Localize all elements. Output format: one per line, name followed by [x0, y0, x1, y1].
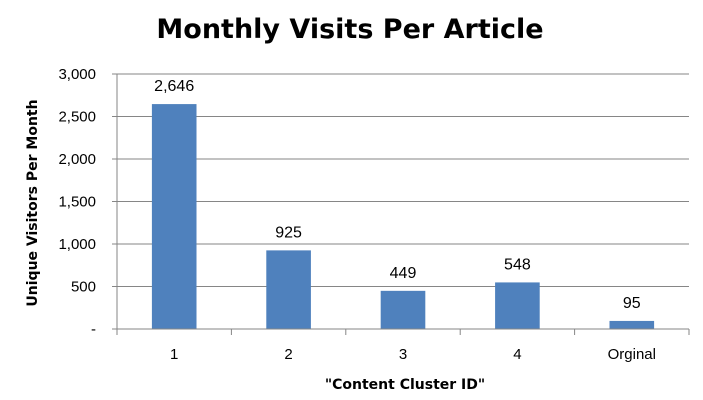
y-tick-label: 2,000: [58, 151, 96, 168]
data-label: 548: [504, 256, 531, 273]
x-tick-label: 3: [399, 346, 407, 363]
y-tick-label: 1,000: [58, 236, 96, 253]
bar: [151, 104, 197, 329]
bar: [380, 290, 426, 329]
labels: - 500 1,000 1,500 2,000 2,500 3,000 2,646 1 925 2 4…: [58, 66, 656, 363]
x-axis-title: "Content Cluster ID": [325, 377, 485, 393]
axes: [112, 73, 690, 335]
y-tick-label: -: [91, 321, 96, 338]
gridlines: [117, 73, 689, 287]
data-label: 95: [623, 295, 641, 312]
bars: [151, 104, 655, 329]
data-label: 925: [275, 224, 302, 241]
bar: [495, 282, 540, 329]
y-tick-label: 2,500: [58, 109, 96, 126]
chart-title: Monthly Visits Per Article: [156, 14, 543, 45]
x-tick-label: 4: [513, 346, 521, 363]
x-tick-label: 1: [170, 346, 178, 363]
x-tick-label: 2: [284, 346, 292, 363]
y-tick-label: 500: [71, 279, 96, 296]
y-tick-label: 1,500: [58, 194, 96, 211]
x-tick-label: Orginal: [608, 346, 656, 363]
data-label: 449: [390, 265, 417, 282]
bar: [609, 320, 655, 329]
y-tick-label: 3,000: [58, 66, 96, 83]
y-axis-title: Unique Visitors Per Month: [25, 99, 41, 306]
data-label: 2,646: [154, 78, 194, 95]
bar: [266, 250, 311, 329]
